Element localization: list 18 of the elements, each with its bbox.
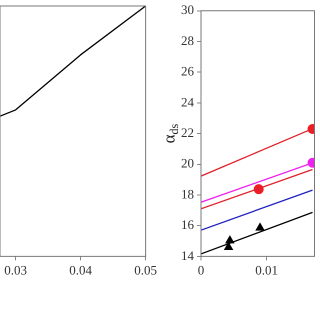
y-tick-label: 30 bbox=[181, 2, 194, 18]
point bbox=[225, 236, 234, 244]
y-tick-label: 24 bbox=[181, 94, 194, 110]
point bbox=[256, 222, 264, 231]
y-tick-label: 20 bbox=[181, 156, 194, 171]
x-tick-label: 0.01 bbox=[255, 262, 278, 278]
y-tick-label: 28 bbox=[181, 32, 194, 48]
y-tick-label: 22 bbox=[181, 125, 194, 140]
x-tick-label: 0 bbox=[198, 262, 204, 278]
x-tick-label: 0.04 bbox=[69, 262, 92, 278]
y-tick-label: 16 bbox=[181, 217, 194, 232]
y-tick-label: 26 bbox=[181, 64, 194, 79]
y-tick-label: 14 bbox=[181, 248, 194, 263]
x-tick-label: 0.03 bbox=[4, 262, 27, 278]
x-tick-label: 0.05 bbox=[134, 262, 157, 278]
point bbox=[224, 242, 233, 250]
y-axis-title: αds bbox=[159, 123, 182, 144]
y-tick-label: 18 bbox=[181, 186, 194, 202]
